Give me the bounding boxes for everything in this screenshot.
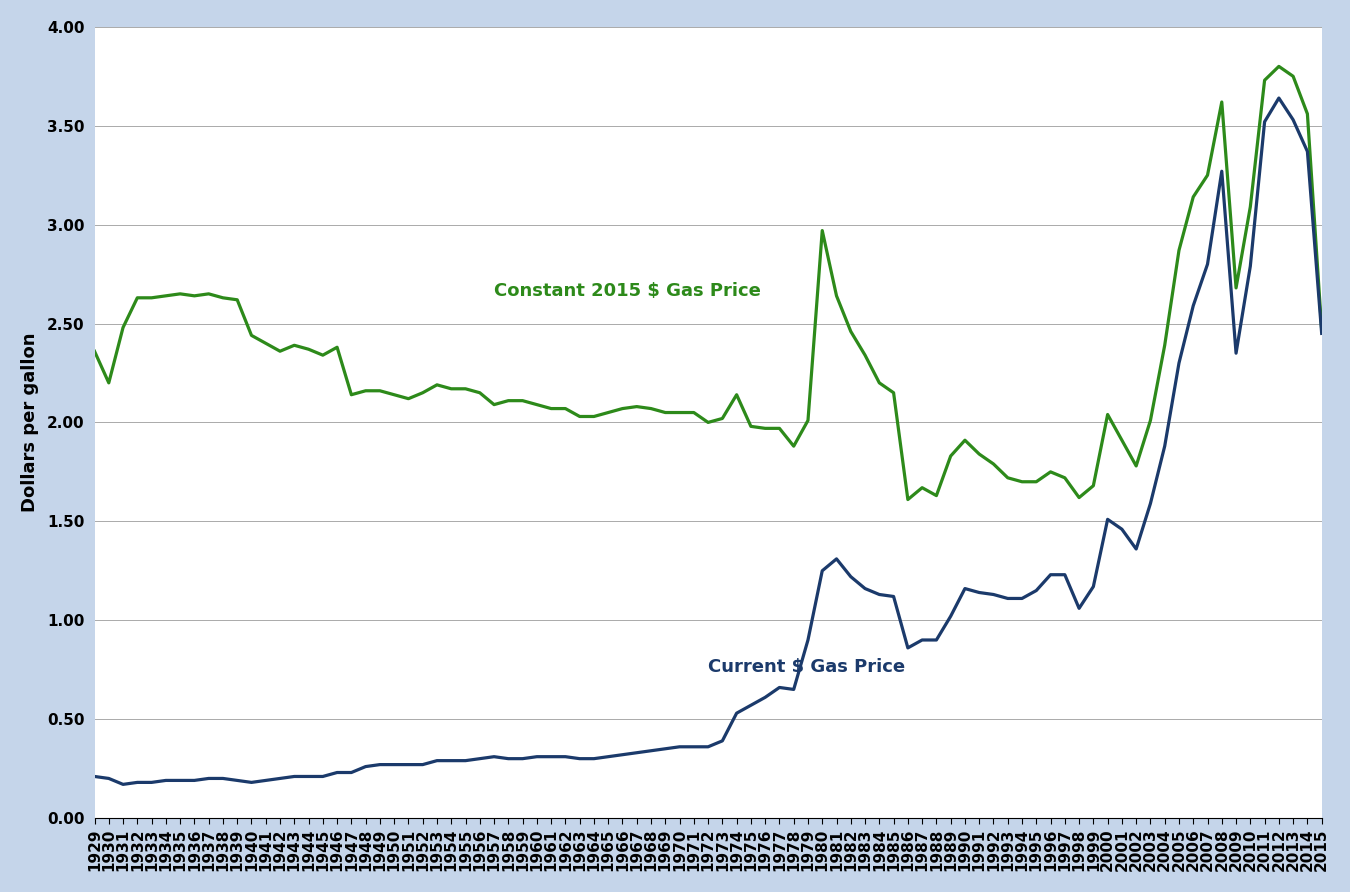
Y-axis label: Dollars per gallon: Dollars per gallon bbox=[20, 333, 39, 512]
Text: Constant 2015 $ Gas Price: Constant 2015 $ Gas Price bbox=[494, 282, 761, 300]
Text: Current $ Gas Price: Current $ Gas Price bbox=[709, 657, 906, 675]
